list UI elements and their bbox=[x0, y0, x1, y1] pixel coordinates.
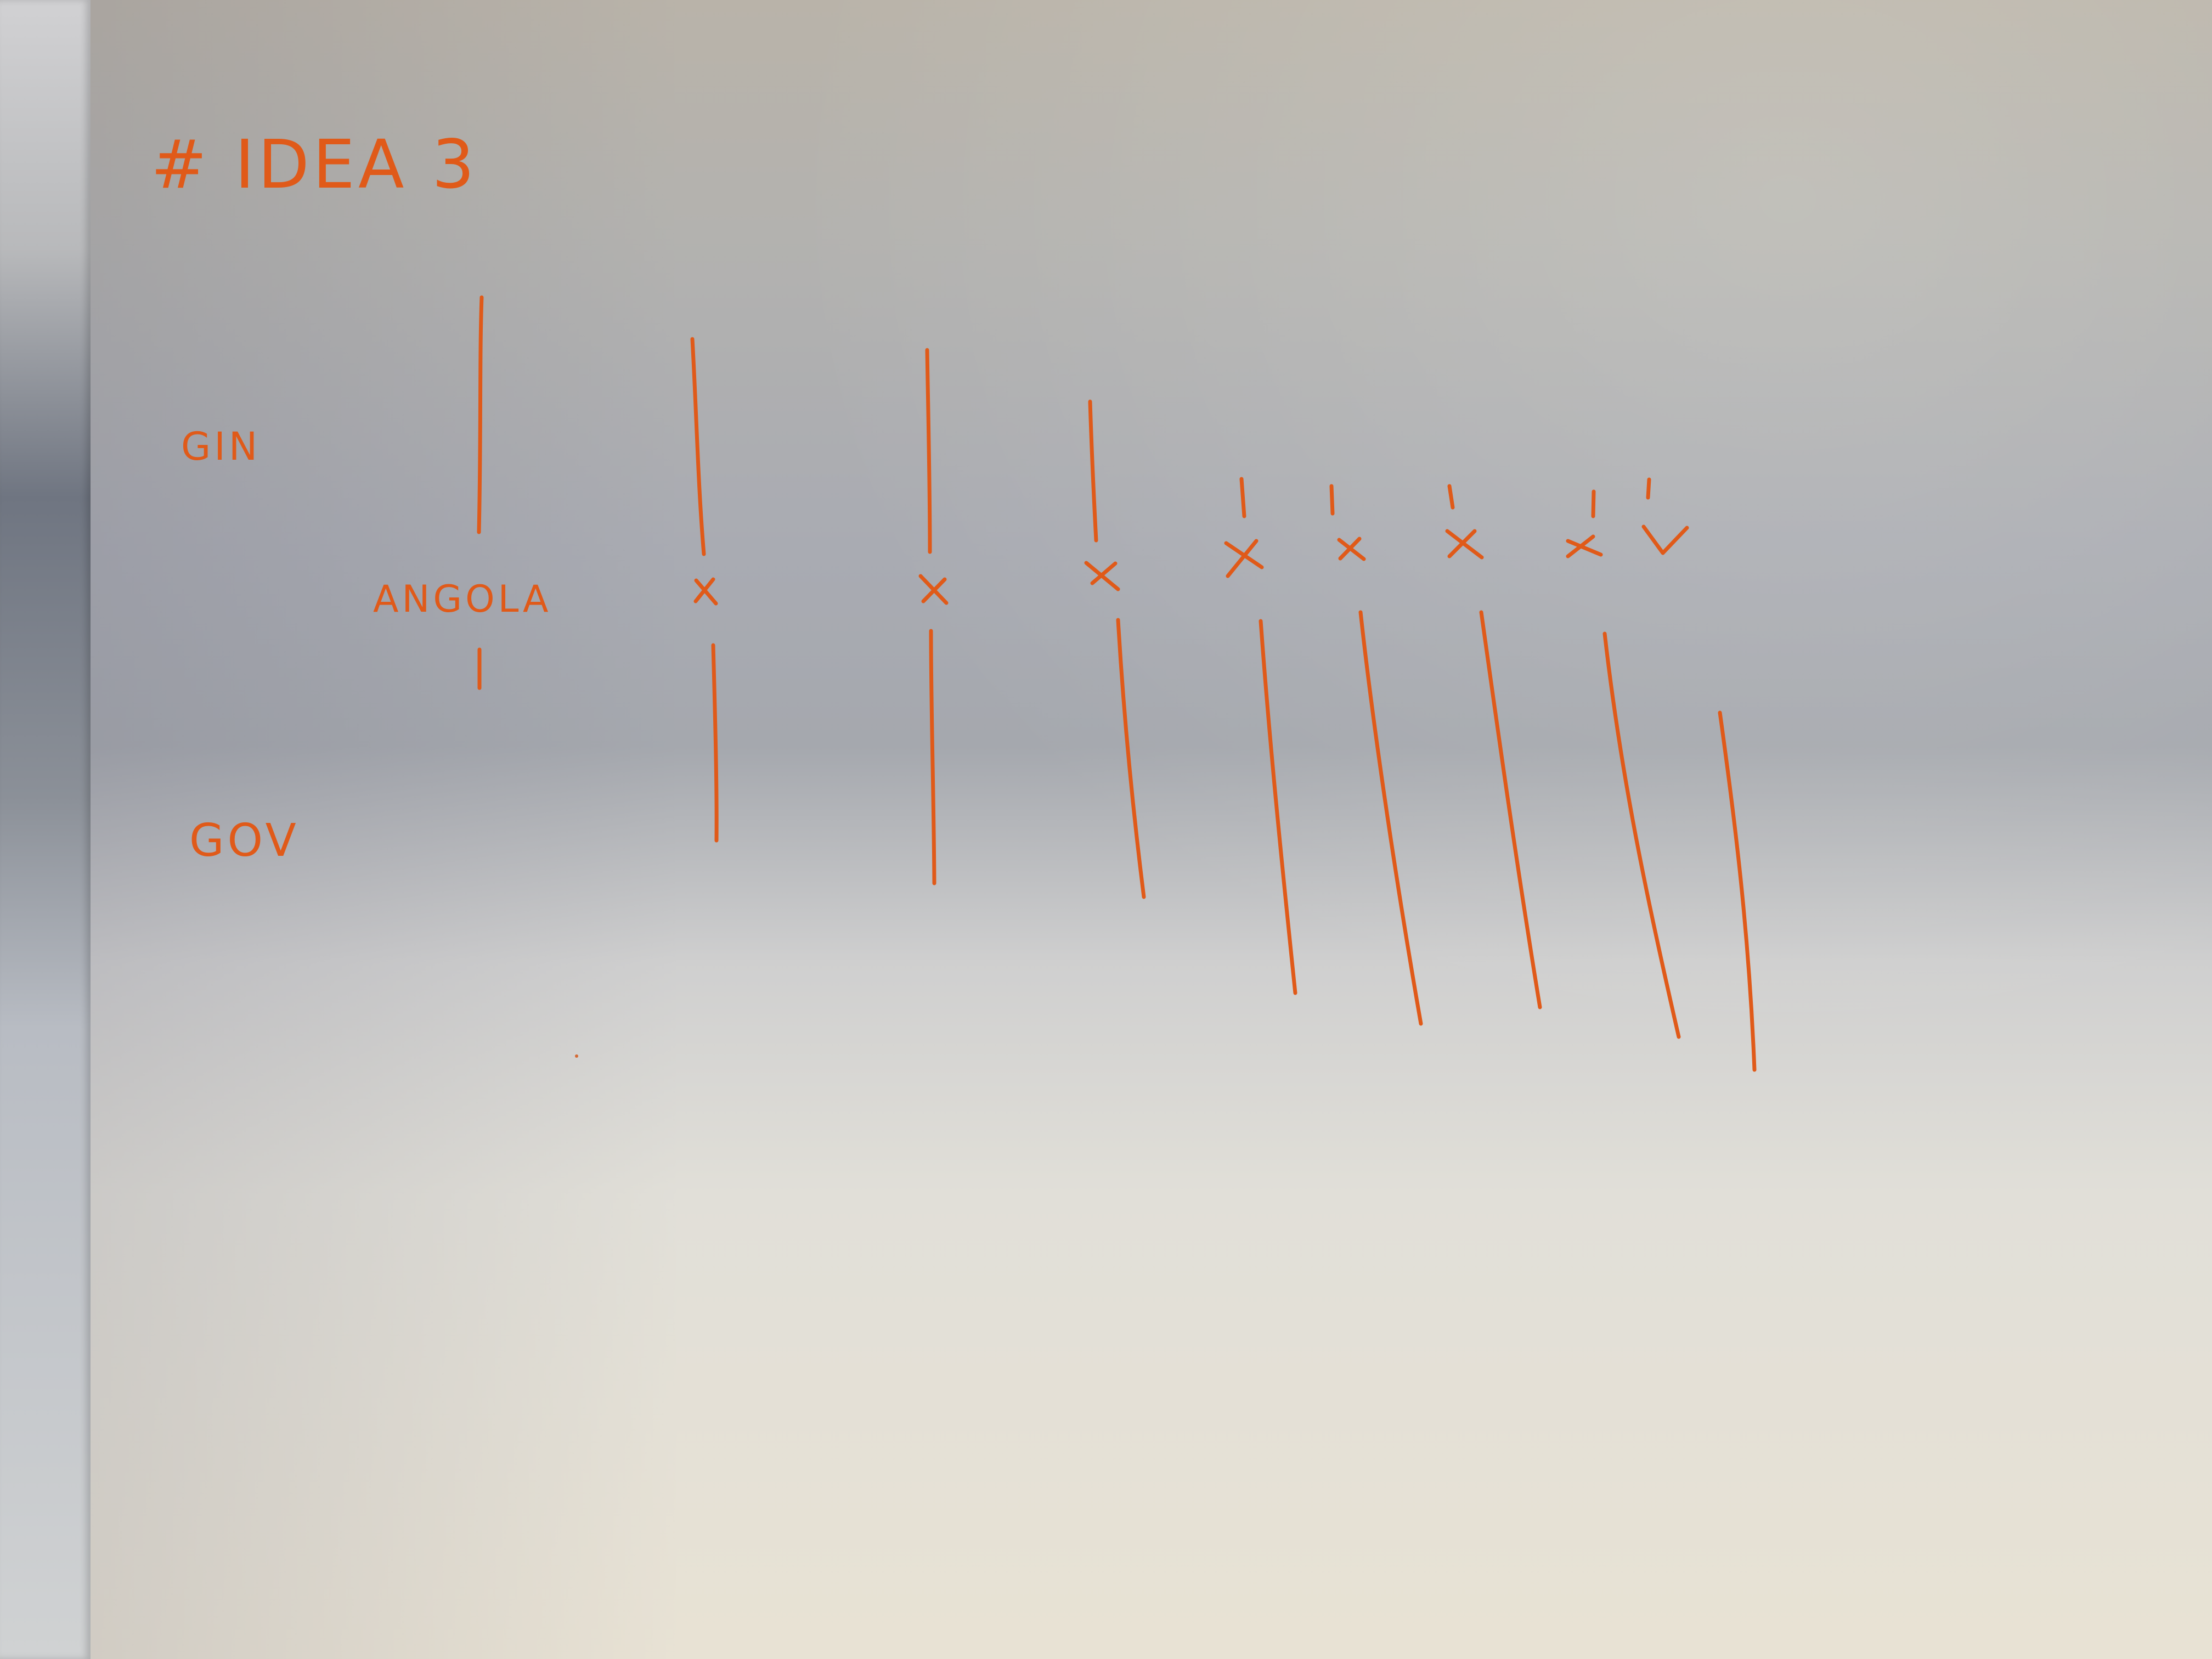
paper-left-edge-shadow bbox=[0, 0, 91, 1659]
gin-label: GIN bbox=[181, 424, 261, 469]
cross-mark-4 bbox=[1084, 561, 1120, 591]
small-ink-dot bbox=[575, 1054, 578, 1058]
short-line-5-top bbox=[1239, 477, 1246, 518]
idea-title: # IDEA 3 bbox=[151, 126, 478, 204]
short-line-7-top bbox=[1447, 484, 1455, 510]
angola-label: ANGOLA bbox=[373, 578, 552, 621]
vertical-line-5-bottom bbox=[1259, 619, 1297, 995]
vertical-line-4-top bbox=[1088, 399, 1098, 543]
vertical-line-1-top bbox=[477, 295, 484, 534]
vertical-line-3-bottom bbox=[929, 629, 936, 885]
cross-mark-5 bbox=[1224, 539, 1264, 578]
cross-mark-8 bbox=[1566, 534, 1603, 558]
vertical-line-2-top bbox=[690, 337, 706, 556]
vertical-line-7-bottom bbox=[1479, 610, 1542, 1009]
vertical-line-4-bottom bbox=[1116, 618, 1146, 899]
cross-mark-2 bbox=[693, 577, 718, 606]
check-mark-9 bbox=[1641, 524, 1689, 555]
vertical-line-8-bottom bbox=[1602, 631, 1681, 1039]
vertical-line-3-top bbox=[925, 348, 932, 554]
vertical-line-2-bottom bbox=[711, 643, 719, 843]
cross-mark-6 bbox=[1337, 537, 1366, 561]
vertical-line-9-bottom bbox=[1718, 710, 1757, 1072]
gov-label: GOV bbox=[189, 815, 300, 867]
short-line-9-top bbox=[1646, 477, 1651, 500]
vertical-line-6-bottom bbox=[1358, 610, 1423, 1026]
short-line-8-top bbox=[1591, 489, 1596, 518]
cross-mark-3 bbox=[918, 574, 949, 605]
short-line-6-top bbox=[1329, 484, 1335, 516]
cross-mark-7 bbox=[1445, 529, 1484, 560]
